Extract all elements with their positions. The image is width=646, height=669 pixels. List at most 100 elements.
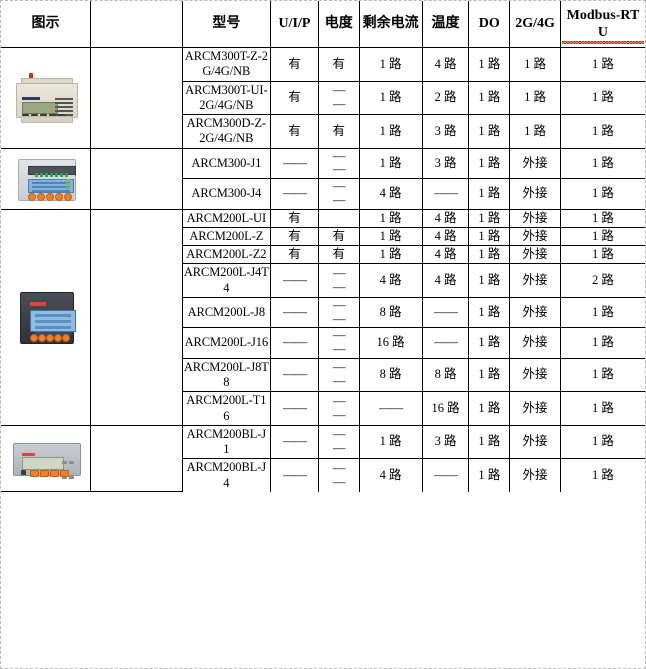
header-modbus: Modbus-RTU [559,1,645,48]
cell-modbus: 1 路 [559,424,645,460]
cell-energy [317,208,360,228]
table-row: ARCM300-J4 —— — —4 路 —— 1 路外接 1 路 [1,178,645,210]
cell-temperature: 16 路 [421,391,470,426]
cell-energy: — — [317,296,360,329]
cell-do: 1 路 [468,80,511,115]
lcd-display [29,310,76,336]
product-photo-hmi-panel-grey [9,437,82,480]
cell-model: ARCM300T-Z-2G/4G/NB [181,47,272,82]
cell-modbus: 1 路 [559,244,645,265]
header-energy: 电度 [317,1,360,48]
blank-cell [90,424,183,493]
cell-energy: — — [317,327,360,359]
dash-stacked: — — [332,460,345,489]
cell-modbus: 1 路 [559,327,645,359]
device-body [15,82,78,119]
device-body [17,158,76,201]
cell-modbus: 1 路 [559,147,645,179]
din-clip-bottom [20,115,73,123]
cell-uip: 有 [270,208,319,228]
cell-uip: —— [270,296,319,329]
cell-temperature: 4 路 [421,263,470,298]
table-header: 图示 型号 U/I/P 电度 剩余电流 温度 DO 2G/4G Modbus-R… [1,1,645,48]
cell-model: ARCM300-J4 [182,178,272,210]
cell-residual-current: 8 路 [358,357,423,393]
cell-modbus: 1 路 [559,178,645,210]
cell-residual-current: 4 路 [358,263,423,298]
product-image-cell [1,208,92,426]
cell-energy: — — [317,458,360,492]
cell-temperature: 8 路 [421,357,470,393]
cell-modbus: 1 路 [559,357,645,393]
button-4 [54,192,63,201]
blank-cell [90,147,183,210]
cell-uip: 有 [270,226,319,247]
cell-uip: —— [270,178,319,210]
cell-model: ARCM200L-Z2 [182,244,272,265]
cell-modbus: 1 路 [559,391,645,426]
header-modbus-text: Modbus-RTU [561,7,645,45]
cell-model: ARCM200L-Z [182,226,272,247]
cell-uip: —— [270,391,319,426]
indicator-square [20,469,26,475]
button-3 [45,192,54,201]
brand-mark [21,96,40,100]
button-2 [37,334,46,343]
cell-cellular: 外接 [509,458,561,492]
cell-model: ARCM200L-T16 [182,391,272,426]
cell-temperature: 4 路 [421,47,470,82]
cell-residual-current: 4 路 [358,178,423,210]
cell-temperature: 4 路 [421,226,470,247]
cell-uip: 有 [270,80,319,115]
cell-do: 1 路 [468,263,511,298]
cell-temperature: 2 路 [421,80,470,115]
cell-uip: 有 [270,244,319,265]
cell-energy: — — [317,147,360,179]
button-2 [36,192,45,201]
button-1 [29,469,39,477]
cell-energy: — — [317,391,360,426]
cell-modbus: 1 路 [559,47,645,82]
cell-temperature: —— [421,178,470,210]
cell-cellular: 外接 [509,327,561,359]
button-5 [63,192,72,201]
header-row: 图示 型号 U/I/P 电度 剩余电流 温度 DO 2G/4G Modbus-R… [1,1,645,48]
brand-mark [29,302,46,307]
cell-cellular: 外接 [509,424,561,460]
dash-stacked: — — [332,297,345,326]
cell-energy: 有 [317,47,360,82]
cell-uip: 有 [270,114,319,149]
cell-residual-current: 4 路 [358,458,423,492]
terminal-block [27,165,76,177]
cell-model: ARCM200BL-J4 [182,458,272,492]
header-model: 型号 [181,1,272,48]
cell-do: 1 路 [468,458,511,492]
cell-model: ARCM200L-J4T4 [182,263,272,298]
cell-uip: —— [270,424,319,460]
cell-cellular: 外接 [509,357,561,393]
button-2 [39,469,49,477]
cell-energy: 有 [317,226,360,247]
blank-cell [90,208,183,426]
cell-do: 1 路 [468,147,511,179]
lcd-display [21,456,64,470]
cell-energy: — — [317,357,360,393]
cell-do: 1 路 [468,327,511,359]
dash-stacked: — — [332,328,345,356]
cell-cellular: 外接 [509,391,561,426]
cell-temperature: —— [421,296,470,329]
status-leds [65,178,70,189]
cell-cellular: 外接 [509,296,561,329]
cell-energy: — — [317,424,360,460]
cell-do: 1 路 [468,244,511,265]
cell-temperature: 4 路 [421,208,470,228]
